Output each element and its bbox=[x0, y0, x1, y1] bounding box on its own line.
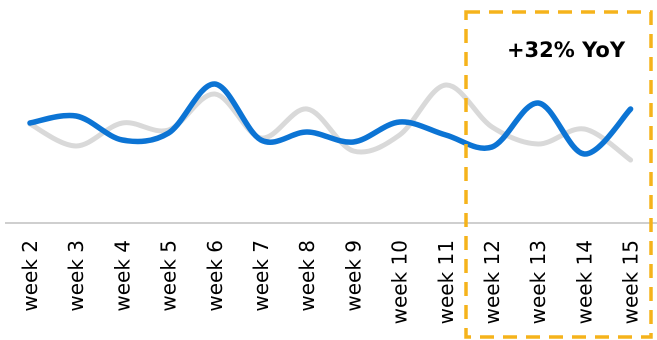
x-tick-label: week 9 bbox=[341, 240, 365, 312]
x-tick-label: week 4 bbox=[110, 240, 134, 312]
x-tick-label: week 2 bbox=[18, 240, 42, 312]
x-tick-label: week 12 bbox=[480, 240, 504, 324]
x-tick-label: week 8 bbox=[295, 240, 319, 312]
series-line-2 bbox=[27, 81, 634, 157]
x-tick-label: week 5 bbox=[157, 240, 181, 312]
x-tick-label: week 11 bbox=[434, 240, 458, 324]
highlight-box bbox=[464, 10, 653, 339]
annotation-label: +32% YoY bbox=[507, 38, 626, 62]
x-tick-label: week 7 bbox=[249, 240, 273, 312]
series-layer bbox=[27, 81, 634, 163]
x-tick-label: week 6 bbox=[203, 240, 227, 312]
x-tick-label: week 14 bbox=[572, 240, 596, 324]
series-line-1 bbox=[27, 82, 634, 163]
x-tick-label: week 13 bbox=[526, 240, 550, 324]
x-tick-label: week 10 bbox=[388, 240, 412, 324]
x-tick-label: week 3 bbox=[64, 240, 88, 312]
x-tick-label: week 15 bbox=[619, 240, 643, 324]
x-tick-labels: week 2 week 3 week 4 week 5 week 6 week 7 week… bbox=[18, 240, 643, 324]
